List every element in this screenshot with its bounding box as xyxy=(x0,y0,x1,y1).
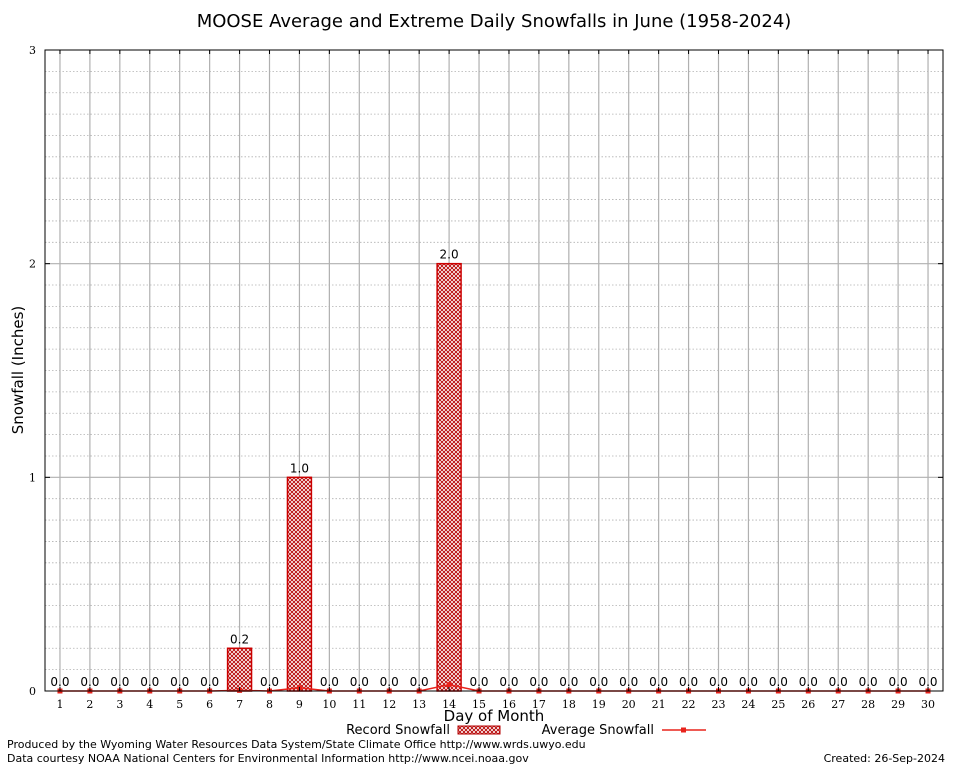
legend-record-swatch xyxy=(457,725,501,735)
x-axis-label: Day of Month xyxy=(444,707,545,725)
y-tick-label: 3 xyxy=(29,44,36,57)
x-tick-label: 15 xyxy=(472,698,486,711)
bar-value-label: 0.0 xyxy=(709,675,728,689)
bar-value-label: 0.0 xyxy=(469,675,488,689)
bar-value-label: 0.0 xyxy=(260,675,279,689)
x-tick-label: 27 xyxy=(831,698,845,711)
chart-title: MOOSE Average and Extreme Daily Snowfall… xyxy=(197,11,792,32)
legend-average-marker xyxy=(681,727,686,733)
bar-value-label: 0.0 xyxy=(589,675,608,689)
bar-value-label: 0.0 xyxy=(80,675,99,689)
x-tick-label: 29 xyxy=(891,698,905,711)
x-tick-label: 7 xyxy=(236,698,243,711)
x-tick-label: 30 xyxy=(921,698,935,711)
x-tick-label: 6 xyxy=(206,698,213,711)
bar-value-label: 0.2 xyxy=(230,632,249,646)
bar-value-label: 0.0 xyxy=(410,675,429,689)
y-axis-label: Snowfall (Inches) xyxy=(9,306,27,434)
grid-lines xyxy=(45,50,943,691)
y-tick-label: 0 xyxy=(29,685,36,698)
bar-value-label: 0.0 xyxy=(170,675,189,689)
axis-ticks: 1 2 3 4 5 6 7 8 9 10 11 12 13 14 15 16 17 18 19 20 21 22 23 24 2… xyxy=(29,44,943,711)
bar-value-label: 0.0 xyxy=(889,675,908,689)
x-tick-label: 5 xyxy=(176,698,183,711)
x-tick-label: 8 xyxy=(266,698,273,711)
x-tick-label: 19 xyxy=(592,698,606,711)
x-tick-label: 12 xyxy=(382,698,396,711)
bar-value-label: 0.0 xyxy=(739,675,758,689)
x-tick-label: 1 xyxy=(56,698,63,711)
bar-value-label: 0.0 xyxy=(320,675,339,689)
bar-value-labels: 0.0 0.0 0.0 0.0 0.0 0.0 0.2 0.0 1.0 0.0 0.0 0.0 0.0 2… xyxy=(50,248,937,689)
bar-value-label: 0.0 xyxy=(619,675,638,689)
bar-value-label: 0.0 xyxy=(679,675,698,689)
x-tick-label: 23 xyxy=(712,698,726,711)
legend-record-label: Record Snowfall xyxy=(346,723,450,738)
bar-value-label: 0.0 xyxy=(529,675,548,689)
x-tick-label: 17 xyxy=(532,698,546,711)
bar-value-label: 0.0 xyxy=(918,675,937,689)
record-snowfall-bar xyxy=(436,262,462,692)
bar-value-label: 0.0 xyxy=(859,675,878,689)
bar-value-label: 0.0 xyxy=(769,675,788,689)
x-tick-label: 26 xyxy=(801,698,815,711)
bar-value-label: 0.0 xyxy=(829,675,848,689)
x-tick-label: 9 xyxy=(296,698,303,711)
bar-value-label: 0.0 xyxy=(499,675,518,689)
average-snowfall-point xyxy=(446,682,452,688)
bar-value-label: 0.0 xyxy=(649,675,668,689)
plot-frame xyxy=(44,49,944,692)
footer-producer: Produced by the Wyoming Water Resources … xyxy=(7,738,586,751)
x-tick-label: 14 xyxy=(442,698,456,711)
footer-created-date: Created: 26-Sep-2024 xyxy=(824,752,945,765)
x-tick-label: 20 xyxy=(622,698,636,711)
bar-value-label: 0.0 xyxy=(50,675,69,689)
bar-value-label: 0.0 xyxy=(799,675,818,689)
bar-value-label: 0.0 xyxy=(140,675,159,689)
bar-value-label: 0.0 xyxy=(200,675,219,689)
x-tick-label: 4 xyxy=(146,698,153,711)
x-tick-label: 11 xyxy=(352,698,366,711)
record-snowfall-bar xyxy=(226,647,253,692)
x-tick-label: 2 xyxy=(86,698,93,711)
bar-value-label: 0.0 xyxy=(110,675,129,689)
x-tick-label: 24 xyxy=(741,698,755,711)
footer-data-source: Data courtesy NOAA National Centers for … xyxy=(7,752,529,765)
x-tick-label: 16 xyxy=(502,698,516,711)
bar-value-label: 1.0 xyxy=(290,461,309,475)
x-tick-label: 22 xyxy=(682,698,696,711)
record-snowfall-bar xyxy=(286,476,313,692)
x-tick-label: 3 xyxy=(116,698,123,711)
x-tick-label: 13 xyxy=(412,698,426,711)
x-tick-label: 25 xyxy=(771,698,785,711)
bar-value-label: 0.0 xyxy=(380,675,399,689)
bar-value-label: 2.0 xyxy=(440,248,459,262)
x-tick-label: 10 xyxy=(322,698,336,711)
y-tick-label: 2 xyxy=(29,258,36,271)
x-tick-label: 21 xyxy=(652,698,666,711)
x-tick-label: 28 xyxy=(861,698,875,711)
bar-value-label: 0.0 xyxy=(559,675,578,689)
x-tick-label: 18 xyxy=(562,698,576,711)
y-tick-label: 1 xyxy=(29,471,36,484)
legend-average-label: Average Snowfall xyxy=(542,723,654,738)
legend: Record Snowfall Average Snowfall xyxy=(346,723,706,738)
bar-value-label: 0.0 xyxy=(350,675,369,689)
